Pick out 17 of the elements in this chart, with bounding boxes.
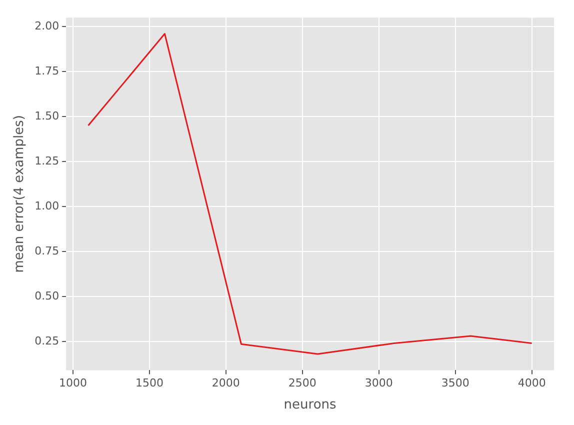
x-tick-label: 2000 — [212, 376, 240, 390]
y-tick-label: 2.00 — [34, 19, 60, 32]
y-tick-label: 1.75 — [34, 64, 60, 78]
x-tick-label: 3500 — [441, 376, 470, 390]
x-tick-label: 1500 — [135, 376, 164, 390]
y-tick-label: 0.50 — [34, 289, 60, 302]
y-tick-label: 1.25 — [34, 154, 60, 168]
y-tick-label: 1.50 — [34, 109, 60, 122]
x-tick-label: 1000 — [58, 376, 87, 390]
y-tick-label: 0.75 — [34, 244, 60, 258]
y-tick-label: 1.00 — [34, 199, 60, 212]
x-tick-label: 3000 — [364, 376, 393, 390]
y-axis-title: mean error(4 examples) — [12, 115, 28, 273]
x-axis-title: neurons — [284, 398, 337, 413]
x-tick-label: 4000 — [518, 376, 546, 390]
x-tick-label: 2500 — [288, 376, 316, 390]
y-tick-label: 0.25 — [34, 334, 60, 348]
